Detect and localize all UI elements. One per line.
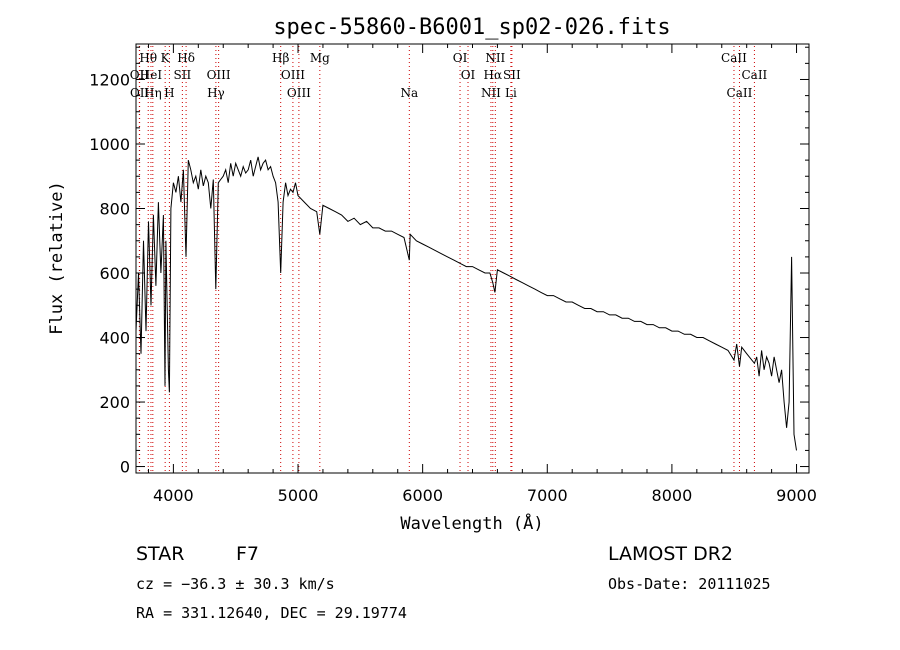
object-type: STAR — [136, 543, 184, 565]
line-label-0: Hθ — [139, 51, 157, 65]
line-label-19: Hα — [484, 68, 503, 82]
line-label-24: CaII — [741, 68, 767, 82]
object-subclass: F7 — [236, 543, 259, 565]
line-label-7: OII — [130, 86, 150, 100]
line-label-14: OIII — [287, 86, 311, 100]
line-label-12: Mg — [310, 51, 330, 65]
line-label-20: SII — [503, 68, 521, 82]
line-label-5: SII — [174, 68, 192, 82]
line-label-4: HeI — [140, 68, 163, 82]
x-axis-label: Wavelength (Å) — [400, 512, 543, 534]
line-label-2: Hδ — [177, 51, 195, 65]
y-tick-label-6: 1200 — [89, 70, 130, 89]
y-tick-label-5: 1000 — [89, 135, 130, 154]
line-label-8: Hη — [144, 86, 162, 100]
x-axis-ticks: 4000 5000 6000 7000 8000 9000 — [147, 44, 817, 505]
x-tick-label-0: 4000 — [153, 486, 194, 505]
x-tick-label-2: 6000 — [402, 486, 443, 505]
emission-line-markers — [138, 46, 755, 473]
y-tick-label-3: 600 — [99, 264, 130, 283]
line-label-3: OII — [130, 68, 150, 82]
y-tick-label-1: 200 — [99, 393, 130, 412]
x-tick-label-4: 8000 — [652, 486, 693, 505]
observation-date: Obs-Date: 20111025 — [608, 575, 771, 593]
y-tick-label-4: 800 — [99, 200, 130, 219]
line-label-23: CaII — [721, 51, 747, 65]
line-label-25: CaII — [727, 86, 753, 100]
y-axis-ticks: 0 200 400 600 800 1000 1200 — [89, 46, 809, 477]
chart-title: spec-55860-B6001_sp02-026.fits — [273, 15, 670, 40]
line-label-9: H — [164, 86, 174, 100]
survey-name: LAMOST DR2 — [608, 543, 733, 565]
spectrum-line — [135, 156, 797, 451]
x-tick-label-5: 9000 — [776, 486, 817, 505]
line-label-10: Hγ — [207, 86, 225, 100]
line-label-15: Na — [400, 86, 418, 100]
line-label-6: OIII — [207, 68, 231, 82]
redshift-velocity: cz = −36.3 ± 30.3 km/s — [136, 575, 335, 593]
y-tick-label-0: 0 — [120, 458, 130, 477]
line-label-11: Hβ — [272, 51, 289, 65]
line-label-18: NII — [485, 51, 505, 65]
y-tick-label-2: 400 — [99, 329, 130, 348]
y-axis-label: Flux (relative) — [47, 181, 67, 335]
line-label-16: OI — [453, 51, 468, 65]
sky-coordinates: RA = 331.12640, DEC = 29.19774 — [136, 604, 407, 622]
x-tick-label-1: 5000 — [278, 486, 319, 505]
line-label-21: NII — [481, 86, 501, 100]
line-label-1: K — [161, 51, 171, 65]
x-tick-label-3: 7000 — [527, 486, 568, 505]
line-label-13: OIII — [281, 68, 305, 82]
plot-frame — [135, 43, 810, 474]
line-label-22: Li — [505, 86, 517, 100]
line-label-17: OI — [461, 68, 476, 82]
